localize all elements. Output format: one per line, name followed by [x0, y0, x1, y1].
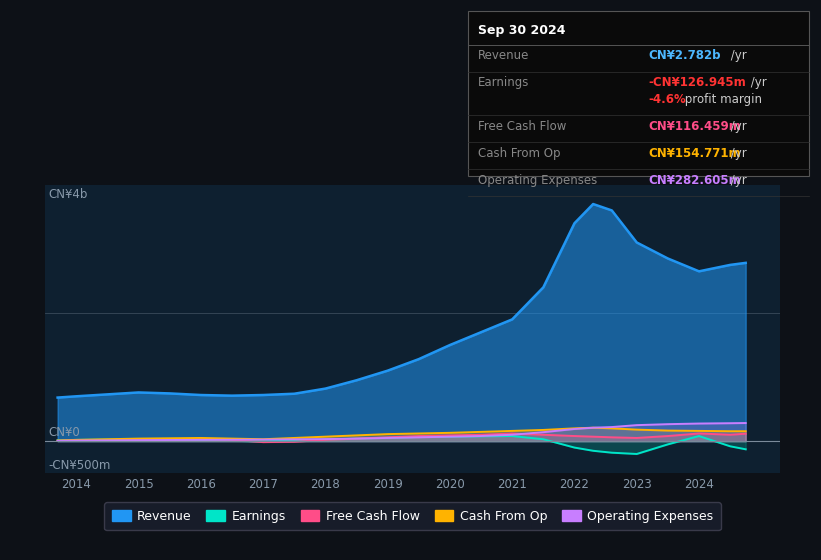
Text: -4.6%: -4.6%	[649, 93, 686, 106]
Text: 2020: 2020	[435, 478, 465, 491]
Text: 2023: 2023	[621, 478, 652, 491]
Text: Cash From Op: Cash From Op	[478, 147, 560, 160]
Text: Sep 30 2024: Sep 30 2024	[478, 24, 566, 36]
Text: CN¥154.771m: CN¥154.771m	[649, 147, 741, 160]
Text: /yr: /yr	[727, 49, 746, 62]
Text: 2014: 2014	[62, 478, 91, 491]
Text: CN¥282.605m: CN¥282.605m	[649, 174, 741, 186]
Text: -CN¥126.945m: -CN¥126.945m	[649, 76, 746, 89]
Text: 2022: 2022	[560, 478, 589, 491]
Text: CN¥116.459m: CN¥116.459m	[649, 120, 741, 133]
Text: -CN¥500m: -CN¥500m	[48, 459, 111, 472]
Text: Revenue: Revenue	[478, 49, 530, 62]
Legend: Revenue, Earnings, Free Cash Flow, Cash From Op, Operating Expenses: Revenue, Earnings, Free Cash Flow, Cash …	[104, 502, 721, 530]
Text: /yr: /yr	[727, 147, 746, 160]
Text: Free Cash Flow: Free Cash Flow	[478, 120, 566, 133]
Text: Operating Expenses: Operating Expenses	[478, 174, 597, 186]
Text: CN¥0: CN¥0	[48, 426, 80, 439]
Text: CN¥2.782b: CN¥2.782b	[649, 49, 721, 62]
Text: profit margin: profit margin	[681, 93, 763, 106]
Text: 2017: 2017	[248, 478, 278, 491]
Text: Earnings: Earnings	[478, 76, 530, 89]
Text: 2024: 2024	[684, 478, 714, 491]
Text: /yr: /yr	[747, 76, 767, 89]
Text: 2015: 2015	[124, 478, 154, 491]
Text: 2016: 2016	[186, 478, 216, 491]
Text: 2019: 2019	[373, 478, 402, 491]
Text: 2021: 2021	[498, 478, 527, 491]
Text: CN¥4b: CN¥4b	[48, 188, 88, 201]
Text: /yr: /yr	[727, 174, 746, 186]
Text: /yr: /yr	[727, 120, 746, 133]
Text: 2018: 2018	[310, 478, 340, 491]
